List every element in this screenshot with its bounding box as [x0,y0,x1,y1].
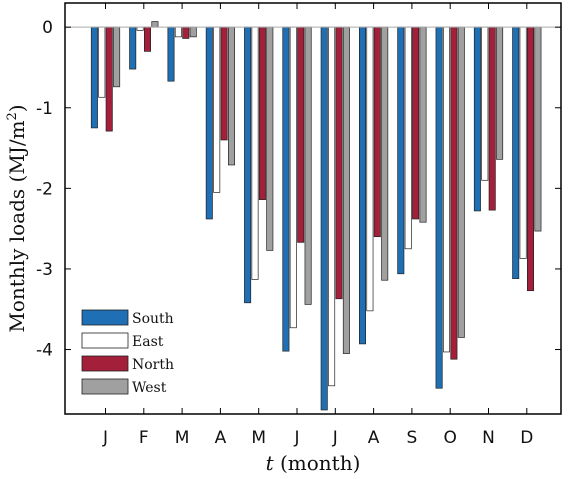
legend-label-east: East [132,334,164,350]
bar-south-0 [90,26,98,129]
bar-north-10 [488,26,496,211]
bar-north-9 [450,26,458,360]
bar-south-7 [359,26,367,345]
x-tick-label: D [520,428,533,448]
legend-swatch-north [81,355,129,372]
bar-west-7 [381,26,389,281]
bar-east-6 [328,26,336,387]
bar-east-2 [174,26,182,38]
legend-swatch-west [81,378,129,395]
x-tick-label: M [175,428,190,448]
x-tick-label: J [102,428,108,448]
bar-north-7 [373,26,381,238]
x-axis-title-variable: t [266,451,275,475]
y-tick-label: -2 [36,179,53,199]
y-tick-label: 0 [42,18,53,38]
bar-east-7 [366,26,374,312]
x-axis-title-unit: (month) [274,451,361,475]
y-tick-label: -4 [36,341,53,361]
x-tick-label: J [293,428,299,448]
x-tick-label: A [368,428,380,448]
bar-south-8 [397,26,405,275]
y-axis-title-close: ) [5,104,29,112]
bar-west-2 [189,26,197,38]
bar-west-8 [419,26,427,223]
bar-west-9 [457,26,465,338]
bar-south-5 [282,26,290,352]
bar-east-4 [251,26,259,280]
bar-west-5 [304,26,312,305]
bar-west-3 [228,26,236,166]
bar-west-0 [113,26,121,88]
bar-north-2 [182,26,190,39]
bar-north-1 [144,26,152,52]
y-tick-label: -3 [36,260,53,280]
bar-west-6 [342,26,350,354]
bar-south-3 [205,26,213,220]
bars-layer [90,21,542,411]
x-tick-label: A [215,428,227,448]
x-tick-label: N [482,428,495,448]
legend-label-north: North [132,357,174,373]
bar-north-4 [258,26,266,200]
bar-east-8 [404,26,412,250]
plot-frame [64,2,562,415]
bar-north-8 [412,26,420,220]
bar-east-3 [213,26,221,193]
bar-south-6 [320,26,328,411]
legend-label-west: West [132,380,167,396]
bar-east-11 [519,26,527,259]
legend-swatch-south [81,309,129,326]
y-tick-label: -1 [36,99,53,119]
x-axis-title: t (month) [266,451,361,475]
bar-south-4 [244,26,252,304]
bar-south-10 [473,26,481,212]
y-axis-title-main: Monthly loads (MJ/m [5,120,29,332]
bar-south-2 [167,26,175,82]
bar-south-1 [129,26,137,70]
bar-north-3 [220,26,228,141]
bar-south-11 [512,26,520,279]
bar-north-5 [297,26,305,243]
bar-east-9 [443,26,451,353]
legend-swatch-east [81,332,129,349]
bar-west-1 [151,21,159,28]
x-tick-label: F [139,428,149,448]
bar-west-10 [496,26,504,160]
bar-west-4 [266,26,274,251]
y-axis-title-superscript: 2 [5,112,20,120]
y-axis: 0 -1 -2 -3 -4 [36,18,561,361]
bar-east-5 [289,26,297,329]
y-axis-title: Monthly loads (MJ/m2) [5,104,29,332]
bar-west-11 [534,26,542,232]
bar-east-0 [98,26,106,98]
x-tick-label: M [251,428,266,448]
bar-south-9 [435,26,443,389]
bar-north-0 [105,26,113,132]
bar-east-10 [481,26,489,181]
x-tick-label: S [407,428,418,448]
x-tick-label: J [332,428,338,448]
bar-north-11 [526,26,534,292]
x-tick-label: O [444,428,457,448]
legend-label-south: South [132,311,174,327]
bar-north-6 [335,26,343,300]
legend: South East North West [81,309,174,396]
